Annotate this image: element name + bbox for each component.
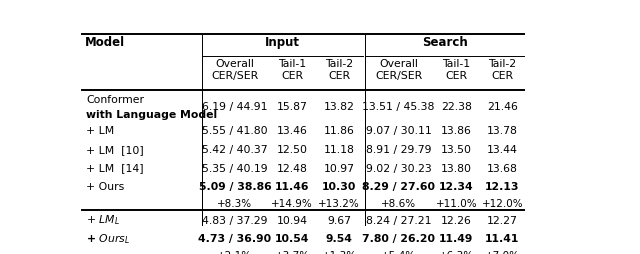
Text: 11.18: 11.18 [324,144,355,154]
Text: +12.0%: +12.0% [481,198,523,208]
Text: 12.50: 12.50 [276,144,308,154]
Text: 10.54: 10.54 [275,233,309,243]
Text: Model: Model [85,36,125,49]
Text: 10.30: 10.30 [322,181,356,192]
Text: 8.91 / 29.79: 8.91 / 29.79 [366,144,431,154]
Text: 15.87: 15.87 [276,101,307,111]
Text: + LM  [10]: + LM [10] [86,144,144,154]
Text: Tail-1
CER: Tail-1 CER [278,59,306,81]
Text: +8.3%: +8.3% [218,198,253,208]
Text: 12.13: 12.13 [485,181,520,192]
Text: +2.1%: +2.1% [218,250,253,254]
Text: +13.2%: +13.2% [318,198,360,208]
Text: with Language Model: with Language Model [86,109,218,119]
Text: 12.34: 12.34 [439,181,474,192]
Text: + LM: + LM [86,126,115,136]
Text: 12.48: 12.48 [276,163,307,173]
Text: 4.73 / 36.90: 4.73 / 36.90 [198,233,271,243]
Text: Tail-2
CER: Tail-2 CER [488,59,516,81]
Text: + Ours: + Ours [86,181,125,192]
Text: 10.94: 10.94 [276,215,308,225]
Text: 11.86: 11.86 [324,126,355,136]
Text: +11.0%: +11.0% [436,198,477,208]
Text: +1.3%: +1.3% [321,250,356,254]
Text: 8.29 / 27.60: 8.29 / 27.60 [362,181,435,192]
Text: +5.4%: +5.4% [381,250,416,254]
Text: +8.6%: +8.6% [381,198,416,208]
Text: 13.44: 13.44 [487,144,518,154]
Text: Overall
CER/SER: Overall CER/SER [211,59,259,81]
Text: Search: Search [422,36,467,49]
Text: 13.68: 13.68 [487,163,518,173]
Text: 13.51 / 45.38: 13.51 / 45.38 [362,101,435,111]
Text: 5.09 / 38.86: 5.09 / 38.86 [198,181,271,192]
Text: 10.97: 10.97 [324,163,355,173]
Text: 9.54: 9.54 [326,233,353,243]
Text: + LM  [14]: + LM [14] [86,163,144,173]
Text: 13.80: 13.80 [441,163,472,173]
Text: 13.86: 13.86 [441,126,472,136]
Text: 13.46: 13.46 [276,126,307,136]
Text: 5.42 / 40.37: 5.42 / 40.37 [202,144,268,154]
Text: 12.27: 12.27 [487,215,518,225]
Text: 9.02 / 30.23: 9.02 / 30.23 [366,163,431,173]
Text: 11.41: 11.41 [485,233,520,243]
Text: 22.38: 22.38 [441,101,472,111]
Text: Overall
CER/SER: Overall CER/SER [375,59,422,81]
Text: + $LM_L$: + $LM_L$ [86,213,120,227]
Text: 5.35 / 40.19: 5.35 / 40.19 [202,163,268,173]
Text: 9.07 / 30.11: 9.07 / 30.11 [366,126,431,136]
Text: 13.78: 13.78 [487,126,518,136]
Text: Input: Input [264,36,300,49]
Text: +14.9%: +14.9% [271,198,313,208]
Text: +7.0%: +7.0% [485,250,520,254]
Text: 8.24 / 27.21: 8.24 / 27.21 [366,215,431,225]
Text: +6.3%: +6.3% [439,250,474,254]
Text: + $Ours_L$: + $Ours_L$ [86,231,131,245]
Text: 9.67: 9.67 [327,215,351,225]
Text: 7.80 / 26.20: 7.80 / 26.20 [362,233,435,243]
Text: 4.83 / 37.29: 4.83 / 37.29 [202,215,268,225]
Text: Conformer: Conformer [86,95,145,105]
Text: 13.82: 13.82 [324,101,355,111]
Text: 11.49: 11.49 [439,233,474,243]
Text: 13.50: 13.50 [441,144,472,154]
Text: 21.46: 21.46 [487,101,518,111]
Text: 11.46: 11.46 [275,181,309,192]
Text: 5.55 / 41.80: 5.55 / 41.80 [202,126,268,136]
Text: Tail-1
CER: Tail-1 CER [442,59,470,81]
Text: 12.26: 12.26 [441,215,472,225]
Text: Tail-2
CER: Tail-2 CER [325,59,353,81]
Text: +3.7%: +3.7% [275,250,310,254]
Text: 6.19 / 44.91: 6.19 / 44.91 [202,101,268,111]
